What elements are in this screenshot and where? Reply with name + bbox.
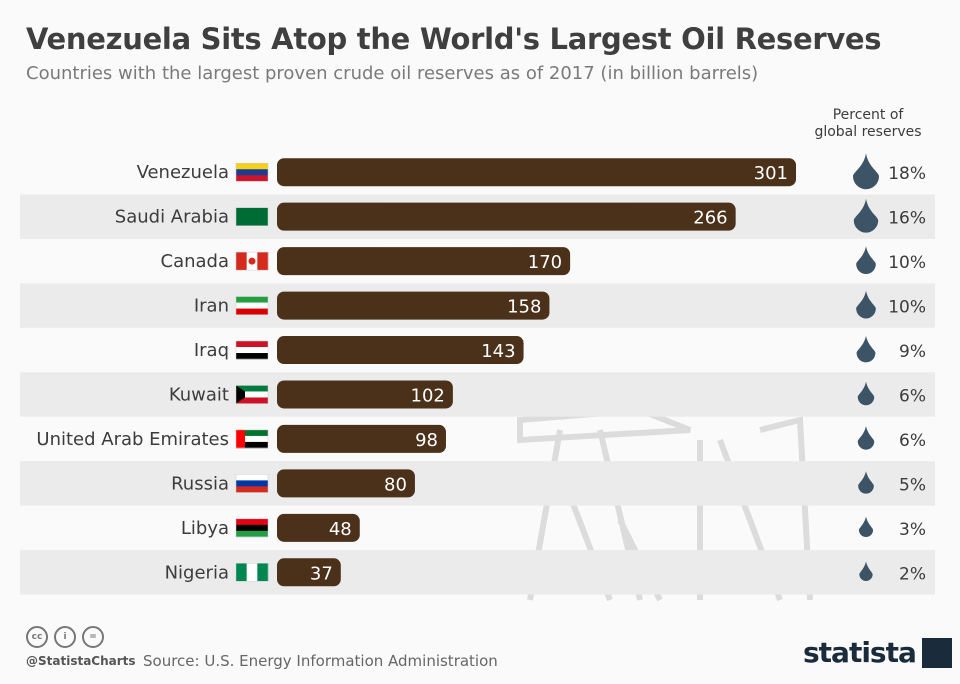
category-label: Russia xyxy=(171,473,229,494)
category-label: Nigeria xyxy=(165,562,229,583)
bar-row: Russia 80 5% xyxy=(20,461,935,506)
bar xyxy=(277,291,550,320)
nd-icon: = xyxy=(82,626,104,648)
oil-drop-icon xyxy=(858,516,874,538)
statista-logo[interactable]: statista xyxy=(803,636,952,669)
percent-label: 6% xyxy=(899,386,926,406)
cc-icon: cc xyxy=(26,626,48,648)
value-label: 301 xyxy=(754,163,788,184)
bar xyxy=(277,336,524,365)
bar xyxy=(277,158,796,187)
bar xyxy=(277,424,446,453)
twitter-handle[interactable]: @StatistaCharts xyxy=(26,654,136,668)
category-label: Libya xyxy=(181,518,229,539)
bar xyxy=(277,380,453,409)
value-label: 80 xyxy=(384,474,407,495)
flag-icon xyxy=(235,429,269,449)
bar xyxy=(277,247,571,276)
chart-title: Venezuela Sits Atop the World's Largest … xyxy=(26,22,882,56)
bar-row: Libya 48 3% xyxy=(181,513,926,542)
bar xyxy=(277,202,736,231)
bar xyxy=(277,469,415,498)
percent-label: 6% xyxy=(899,431,926,451)
bar-row: Nigeria 37 2% xyxy=(20,550,935,595)
percent-label: 18% xyxy=(888,164,926,184)
bar-row: Iran 158 10% xyxy=(20,283,935,328)
value-label: 48 xyxy=(329,519,352,540)
flag-icon xyxy=(235,162,269,182)
by-icon: i xyxy=(54,626,76,648)
row-stripe xyxy=(20,372,935,417)
category-label: Saudi Arabia xyxy=(115,207,229,228)
percent-label: 5% xyxy=(899,475,926,495)
flag-icon xyxy=(235,563,269,582)
logo-mark-icon xyxy=(921,637,952,668)
flag-icon xyxy=(235,385,269,404)
value-label: 170 xyxy=(528,252,562,273)
percent-header-line1: Percent of xyxy=(832,107,904,123)
category-label: Kuwait xyxy=(169,384,229,405)
percent-label: 16% xyxy=(888,209,926,229)
value-label: 37 xyxy=(310,563,333,584)
value-label: 158 xyxy=(507,297,541,318)
oil-drop-icon xyxy=(859,561,873,581)
bar-row: Venezuela 301 18% xyxy=(137,153,926,190)
category-label: Iran xyxy=(194,296,229,317)
oil-drop-icon xyxy=(857,381,875,406)
flag-icon xyxy=(235,296,269,315)
percent-label: 2% xyxy=(899,564,926,584)
category-label: Canada xyxy=(161,251,230,272)
value-label: 143 xyxy=(481,341,515,362)
percent-label: 3% xyxy=(899,520,926,540)
value-label: 266 xyxy=(693,208,727,229)
bar-row: Kuwait 102 6% xyxy=(20,372,935,417)
value-label: 102 xyxy=(411,385,445,406)
oil-drop-icon xyxy=(853,198,879,233)
value-label: 98 xyxy=(415,430,438,451)
flag-icon xyxy=(235,518,269,538)
row-stripe xyxy=(20,550,935,595)
flag-icon xyxy=(235,474,269,493)
oil-drop-icon xyxy=(856,290,876,319)
category-label: United Arab Emirates xyxy=(36,429,229,450)
flag-icon xyxy=(235,340,269,360)
bar xyxy=(277,513,360,542)
row-stripe xyxy=(20,461,935,506)
bar-row: United Arab Emirates 98 6% xyxy=(36,424,926,453)
chart-subtitle: Countries with the largest proven crude … xyxy=(26,63,759,84)
license-icons: cc i = xyxy=(26,626,104,648)
oil-drop-icon xyxy=(856,335,876,363)
logo-text: statista xyxy=(803,636,917,669)
percent-label: 10% xyxy=(888,253,926,273)
oil-drop-icon xyxy=(856,246,876,274)
flag-icon xyxy=(235,207,269,226)
bar-row: Saudi Arabia 266 16% xyxy=(20,194,935,239)
oil-drop-icon xyxy=(853,153,879,190)
percent-header: Percent of global reserves xyxy=(800,107,936,141)
bar-row: Iraq 143 9% xyxy=(194,335,926,365)
percent-header-line2: global reserves xyxy=(814,124,922,140)
oil-drop-icon xyxy=(857,426,875,450)
percent-label: 10% xyxy=(888,298,926,318)
category-label: Iraq xyxy=(194,340,229,361)
percent-label: 9% xyxy=(899,342,926,362)
bar-row: Canada 170 10% xyxy=(161,246,926,276)
source: Source: U.S. Energy Information Administ… xyxy=(143,652,498,670)
flag-icon xyxy=(235,251,269,271)
bar xyxy=(277,558,341,587)
oil-drop-icon xyxy=(858,471,874,494)
category-label: Venezuela xyxy=(137,162,229,183)
